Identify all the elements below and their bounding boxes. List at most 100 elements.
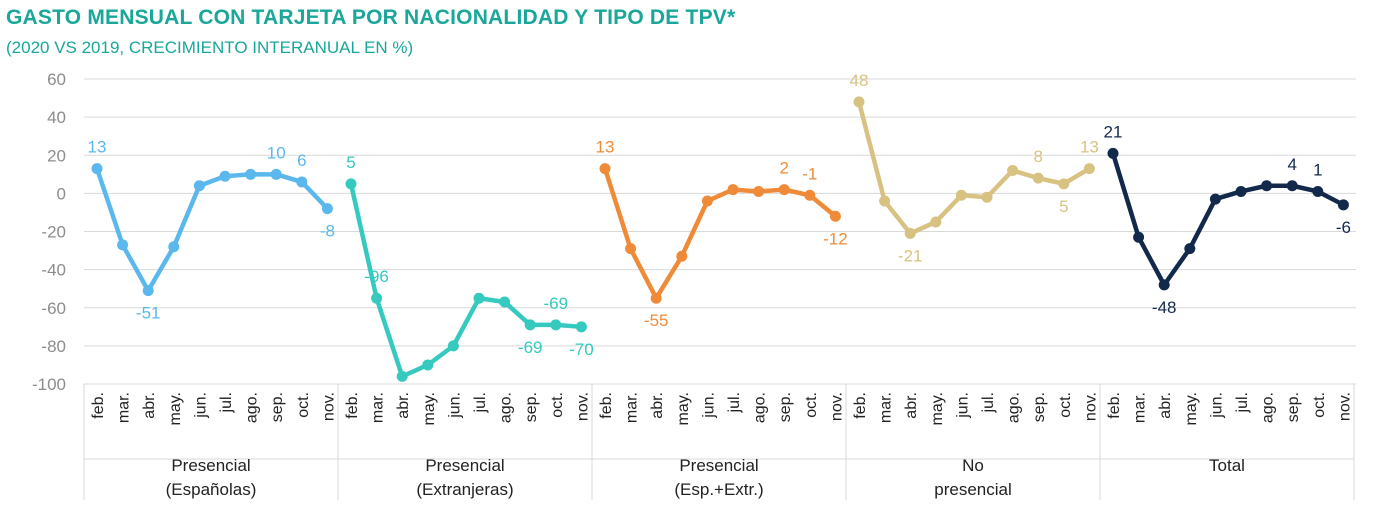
x-tick-label: sep. xyxy=(269,392,286,422)
x-tick-label: abr. xyxy=(903,392,920,419)
data-point xyxy=(1312,185,1324,197)
data-label: 4 xyxy=(1287,155,1296,174)
data-label: -69 xyxy=(544,294,569,313)
x-tick-label: sep. xyxy=(1285,392,1302,422)
data-point xyxy=(753,185,765,197)
data-point xyxy=(676,250,688,262)
data-point xyxy=(1235,185,1247,197)
data-point xyxy=(1133,231,1145,243)
data-point xyxy=(321,203,333,215)
data-point xyxy=(904,227,916,239)
group-label: No xyxy=(962,456,984,475)
x-tick-label: sep. xyxy=(777,392,794,422)
x-tick-label: ago. xyxy=(244,392,261,423)
data-point xyxy=(1261,180,1273,192)
x-tick-label: mar. xyxy=(116,392,133,423)
data-point xyxy=(1286,180,1298,192)
data-label: -69 xyxy=(518,338,543,357)
data-label: -55 xyxy=(644,311,669,330)
series-5: 21 -48 4 1 -6 xyxy=(1104,122,1351,317)
x-tick-label: nov. xyxy=(1336,392,1353,421)
x-tick-label: may. xyxy=(1183,392,1200,425)
x-tick-label: oct. xyxy=(803,392,820,418)
data-label: 13 xyxy=(88,138,107,157)
x-tick-label: ago. xyxy=(752,392,769,423)
x-tick-label: mar. xyxy=(624,392,641,423)
group-label: Presencial xyxy=(679,456,758,475)
data-point xyxy=(1184,243,1196,255)
data-point xyxy=(193,180,205,192)
x-tick-label: jun. xyxy=(192,392,209,419)
data-point xyxy=(1007,165,1019,176)
data-point xyxy=(804,189,816,201)
data-point xyxy=(219,170,231,182)
x-tick-label: jun. xyxy=(954,392,971,419)
data-label: 6 xyxy=(297,151,306,170)
data-point xyxy=(1083,163,1095,175)
group-label: (Españolas) xyxy=(166,480,257,499)
x-tick-label: jul. xyxy=(726,392,743,413)
data-point xyxy=(625,243,637,255)
series-3: 13 -55 2 -1 -12 xyxy=(596,138,848,331)
x-tick-label: ago. xyxy=(1260,392,1277,423)
data-label: 13 xyxy=(596,138,615,157)
data-point xyxy=(727,184,739,196)
x-tick-label: jul. xyxy=(472,392,489,413)
data-point xyxy=(447,340,459,352)
data-point xyxy=(778,184,790,196)
x-tick-label: may. xyxy=(929,392,946,425)
group-label: Presencial xyxy=(171,456,250,475)
data-label: 21 xyxy=(1104,122,1123,141)
group-label: Total xyxy=(1209,456,1245,475)
x-tick-label: nov. xyxy=(1082,392,1099,421)
x-tick-label: ago. xyxy=(1006,392,1023,423)
x-tick-label: oct. xyxy=(1311,392,1328,418)
x-tick-label: sep. xyxy=(523,392,540,422)
y-tick-label: 0 xyxy=(57,184,66,203)
data-point xyxy=(930,216,942,228)
data-point xyxy=(499,296,511,308)
data-label: -51 xyxy=(136,304,161,323)
y-tick-label: -100 xyxy=(32,375,66,394)
data-point xyxy=(473,292,485,304)
data-point xyxy=(117,239,129,251)
group-label: Presencial xyxy=(425,456,504,475)
data-label: 2 xyxy=(779,159,788,178)
series-line xyxy=(94,166,330,293)
y-tick-label: 40 xyxy=(47,108,66,127)
x-tick-label: may. xyxy=(675,392,692,425)
series-2: 5 -96 -69 -69 -70 xyxy=(345,153,594,382)
data-point xyxy=(91,163,103,175)
data-point xyxy=(1107,147,1119,159)
data-point xyxy=(853,96,865,108)
data-point xyxy=(981,191,993,203)
x-tick-label: nov. xyxy=(828,392,845,421)
x-tick-label: jul. xyxy=(1234,392,1251,413)
data-label: 13 xyxy=(1080,138,1099,157)
series-4: 48 -21 8 5 13 xyxy=(850,71,1099,266)
data-point xyxy=(550,319,562,331)
x-axis-tick-labels: feb. mar. abr. may. jun. jul. ago. sep. oct. nov.… xyxy=(90,392,1353,425)
x-tick-label: mar. xyxy=(1132,392,1149,423)
data-label: -12 xyxy=(823,229,848,248)
data-label: -8 xyxy=(320,222,335,241)
y-tick-label: -40 xyxy=(41,261,66,280)
data-label: -21 xyxy=(898,246,923,265)
x-tick-label: oct. xyxy=(1057,392,1074,418)
series-line xyxy=(1110,151,1346,288)
x-tick-label: feb. xyxy=(1106,392,1123,419)
data-point xyxy=(955,189,967,201)
data-label: -6 xyxy=(1336,218,1351,237)
x-tick-label: jul. xyxy=(218,392,235,413)
y-axis-tick-labels: 60 40 20 0 -20 -40 -60 -80 -100 xyxy=(32,70,66,394)
group-label: (Esp.+Extr.) xyxy=(674,480,763,499)
data-label: -48 xyxy=(1152,298,1177,317)
data-point xyxy=(270,168,282,180)
data-point xyxy=(168,241,180,253)
x-tick-label: jun. xyxy=(1208,392,1225,419)
data-point xyxy=(524,319,536,331)
data-point xyxy=(879,195,891,207)
x-tick-label: jun. xyxy=(700,392,717,419)
data-label: -1 xyxy=(802,164,817,183)
